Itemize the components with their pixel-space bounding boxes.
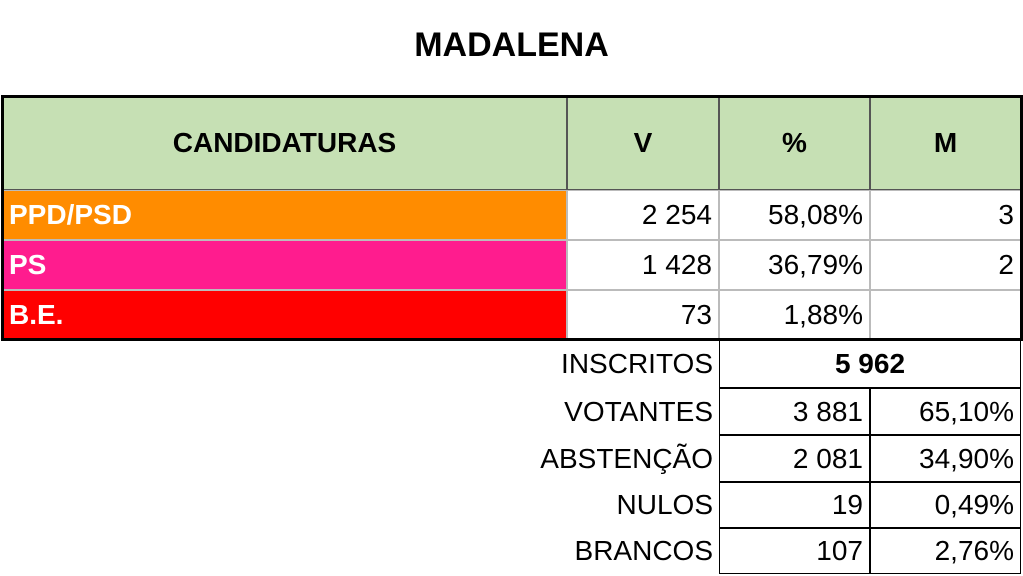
summary-label: NULOS bbox=[616, 489, 713, 520]
table-cell: 36,79% bbox=[719, 240, 870, 290]
table-cell: 2 bbox=[870, 240, 1021, 290]
summary-value: 2 081 bbox=[719, 435, 870, 482]
summary-value: 5 962 bbox=[719, 340, 1021, 388]
table-cell: 1 428 bbox=[567, 240, 719, 290]
title: MADALENA bbox=[414, 26, 609, 64]
table-cell: 2 254 bbox=[567, 190, 719, 240]
header-cell: % bbox=[719, 96, 870, 190]
summary-label: BRANCOS bbox=[574, 535, 713, 566]
summary-percent: 34,90% bbox=[870, 435, 1021, 482]
summary-value: 107 bbox=[719, 528, 870, 574]
summary-value: 3 881 bbox=[719, 388, 870, 435]
summary-label: VOTANTES bbox=[564, 395, 713, 427]
header-cell: M bbox=[870, 96, 1021, 190]
table-cell: 58,08% bbox=[719, 190, 870, 240]
summary-label: INSCRITOS bbox=[561, 348, 713, 379]
party-name: B.E. bbox=[2, 290, 567, 340]
summary-value: 19 bbox=[719, 482, 870, 528]
party-name: PPD/PSD bbox=[2, 190, 567, 240]
table-cell: 3 bbox=[870, 190, 1021, 240]
table-cell bbox=[870, 290, 1021, 340]
party-name: PS bbox=[2, 240, 567, 290]
table-cell: 1,88% bbox=[719, 290, 870, 340]
summary-percent: 0,49% bbox=[870, 482, 1021, 528]
summary-percent: 2,76% bbox=[870, 528, 1021, 574]
summary-percent: 65,10% bbox=[870, 388, 1021, 435]
summary-label: ABSTENÇÃO bbox=[540, 442, 713, 474]
header-cell: CANDIDATURAS bbox=[2, 96, 567, 190]
table-cell: 73 bbox=[567, 290, 719, 340]
header-cell: V bbox=[567, 96, 719, 190]
